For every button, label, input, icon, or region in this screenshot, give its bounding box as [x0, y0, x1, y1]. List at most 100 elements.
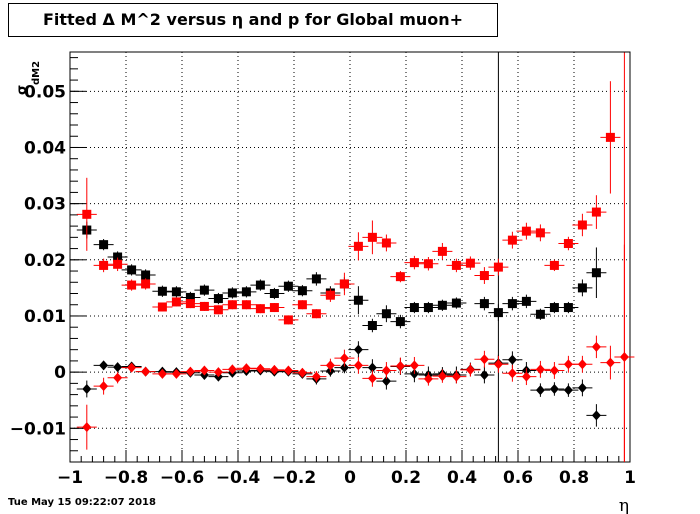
- data-point: [199, 365, 209, 376]
- y-tick-label: 0.05: [24, 82, 66, 102]
- data-point: [82, 422, 92, 433]
- data-point: [507, 299, 517, 309]
- data-point: [367, 362, 377, 373]
- data-point: [325, 290, 335, 300]
- data-point: [241, 300, 251, 310]
- y-tick-label: −0.01: [10, 419, 66, 439]
- series-layer: [76, 81, 635, 462]
- x-axis-label: η: [619, 496, 629, 514]
- data-point: [99, 360, 109, 371]
- data-point: [577, 359, 587, 370]
- data-point: [141, 366, 151, 377]
- data-point: [185, 299, 195, 309]
- data-point: [535, 364, 545, 375]
- data-point: [227, 288, 237, 298]
- data-point: [479, 369, 489, 380]
- data-point: [591, 268, 601, 278]
- data-point: [213, 367, 223, 378]
- data-point: [549, 303, 559, 313]
- data-point: [297, 286, 307, 296]
- data-point: [269, 364, 279, 375]
- data-point: [213, 305, 223, 315]
- data-point: [549, 260, 559, 270]
- data-point: [423, 259, 433, 269]
- y-tick-label: 0.03: [24, 195, 66, 215]
- data-point: [113, 372, 123, 383]
- data-point: [82, 383, 92, 394]
- title-box: Fitted Δ M^2 versus η and p for Global m…: [8, 3, 498, 37]
- data-point: [605, 357, 615, 368]
- y-axis-label-group: σ dM2: [15, 61, 42, 95]
- data-point: [563, 303, 573, 313]
- data-point: [577, 283, 587, 293]
- data-point: [549, 383, 559, 394]
- data-point: [311, 371, 321, 382]
- data-point: [157, 368, 167, 379]
- series-2: [76, 341, 607, 427]
- data-point: [507, 235, 517, 245]
- data-point: [367, 232, 377, 242]
- data-point: [157, 286, 167, 296]
- x-tick-label: 1: [624, 468, 636, 488]
- series-3: [76, 244, 635, 462]
- data-point: [241, 363, 251, 374]
- y-tick-label: 0.04: [24, 138, 66, 158]
- data-point: [339, 353, 349, 364]
- data-point: [451, 260, 461, 270]
- x-tick-label: 0.6: [503, 468, 533, 488]
- data-point: [367, 373, 377, 384]
- data-point: [395, 272, 405, 282]
- data-point: [479, 354, 489, 365]
- data-point: [99, 381, 109, 392]
- data-point: [535, 228, 545, 238]
- data-point: [241, 287, 251, 297]
- data-point: [311, 309, 321, 319]
- data-point: [535, 385, 545, 396]
- x-tick-label: 0.8: [559, 468, 589, 488]
- data-point: [171, 297, 181, 307]
- data-point: [479, 299, 489, 309]
- data-point: [113, 362, 123, 373]
- data-point: [283, 365, 293, 376]
- data-point: [127, 280, 137, 290]
- data-point: [255, 363, 265, 374]
- data-point: [465, 364, 475, 375]
- data-point: [451, 371, 461, 382]
- x-tick-label: −0.8: [104, 468, 148, 488]
- data-point: [297, 300, 307, 310]
- x-tick-label: −0.2: [272, 468, 316, 488]
- data-point: [199, 285, 209, 295]
- data-point: [563, 385, 573, 396]
- data-point: [549, 365, 559, 376]
- data-point: [577, 220, 587, 230]
- data-point: [141, 279, 151, 289]
- y-axis-label-subscript: dM2: [31, 61, 42, 85]
- data-point: [311, 274, 321, 284]
- data-point: [297, 367, 307, 378]
- x-tick-label: 0.4: [447, 468, 477, 488]
- data-point: [381, 376, 391, 387]
- data-point: [381, 365, 391, 376]
- x-tick-label: −0.6: [160, 468, 204, 488]
- data-point: [82, 209, 92, 219]
- data-point: [493, 308, 503, 318]
- data-point: [269, 289, 279, 299]
- y-tick-label: 0.02: [24, 251, 66, 271]
- data-point: [325, 360, 335, 371]
- x-tick-label: 0.2: [391, 468, 421, 488]
- data-point: [171, 368, 181, 379]
- data-point: [127, 362, 137, 373]
- x-tick-label: −0.4: [216, 468, 261, 488]
- data-point: [127, 265, 137, 275]
- data-point: [591, 207, 601, 217]
- data-point: [423, 373, 433, 384]
- x-tick-label: −1: [57, 468, 83, 488]
- data-point: [409, 360, 419, 371]
- data-point: [255, 280, 265, 290]
- data-point: [493, 359, 503, 370]
- data-point: [437, 246, 447, 256]
- data-point: [283, 281, 293, 291]
- y-axis-label: σ: [15, 85, 30, 95]
- y-tick-label: 0.01: [24, 307, 66, 327]
